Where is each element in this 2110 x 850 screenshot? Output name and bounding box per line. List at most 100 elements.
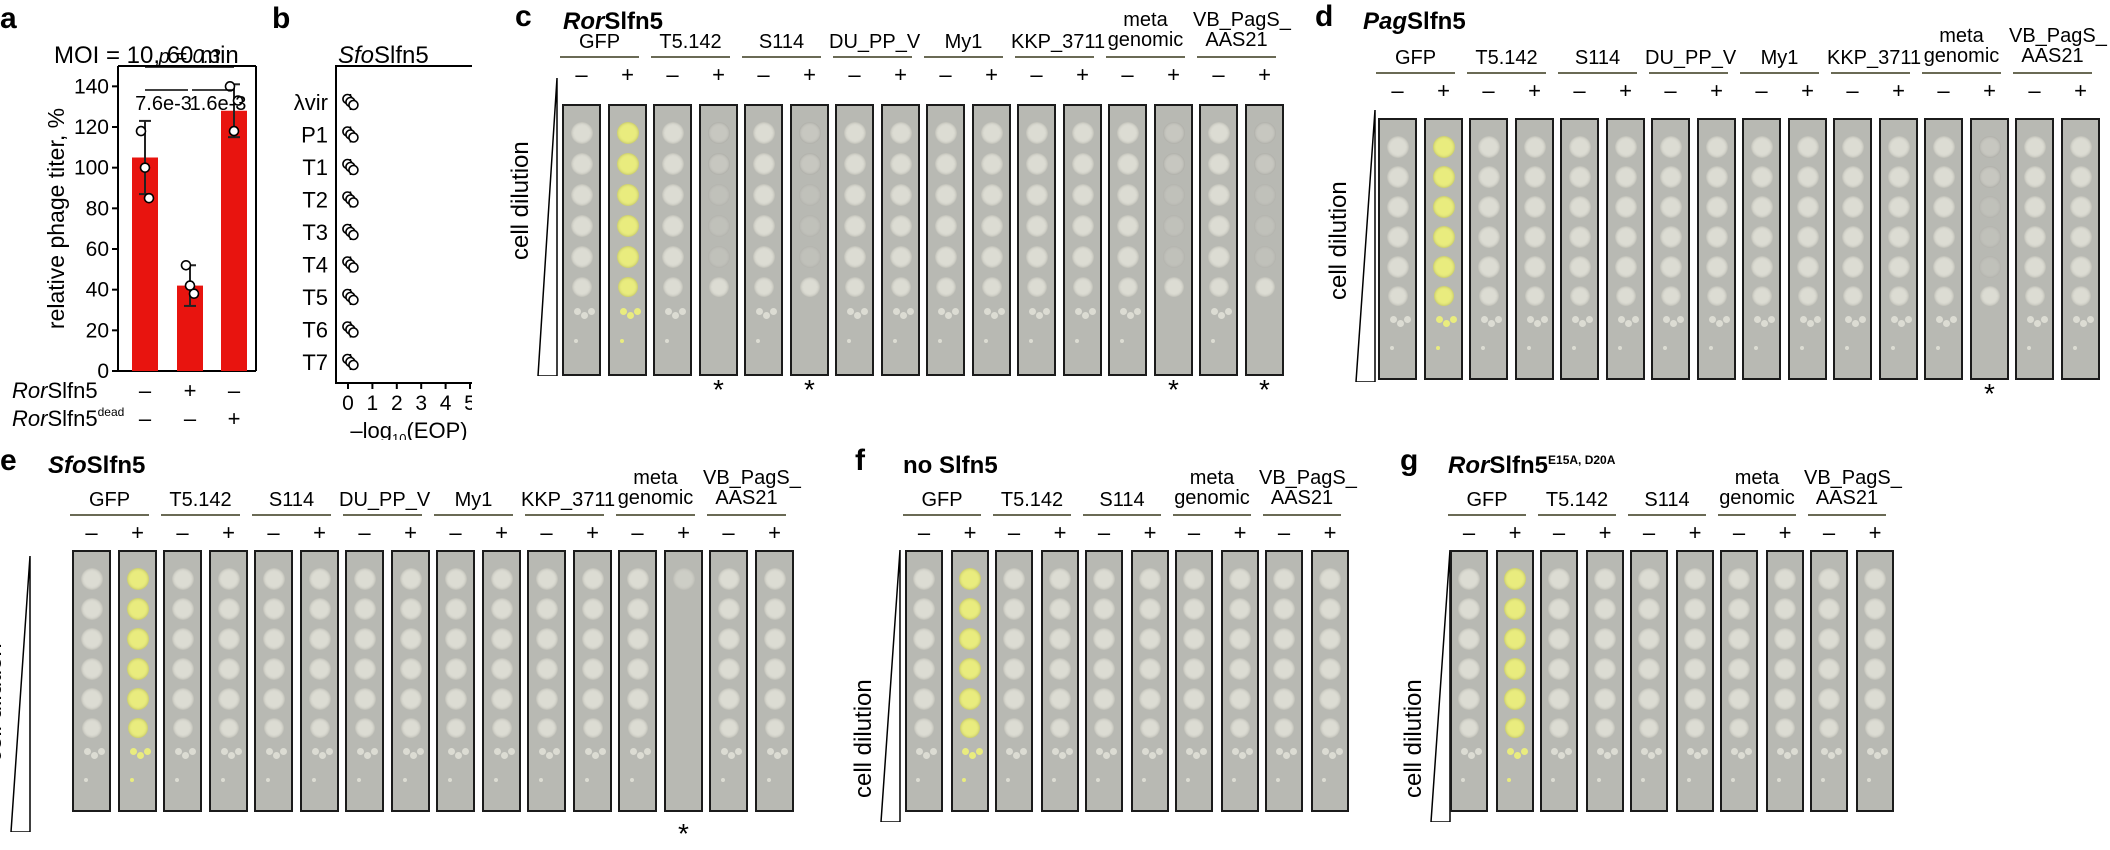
column-header: meta genomic [612, 468, 699, 508]
colony [1066, 748, 1073, 755]
lawn-spot [1888, 286, 1909, 306]
lawn-spot [1093, 628, 1115, 650]
panel-b-label: b [272, 2, 291, 35]
colony [1449, 316, 1457, 323]
lawn-spot [1659, 196, 1682, 218]
lawn-spot [1477, 256, 1500, 278]
column-header: S114 [248, 490, 335, 510]
colony [1389, 346, 1394, 350]
colony [1013, 752, 1020, 759]
colony [629, 748, 637, 755]
panel-b-phage-label: T3 [302, 220, 328, 245]
lawn-spot [1117, 277, 1138, 297]
colony [780, 748, 788, 755]
lawn-spot [1728, 628, 1750, 650]
lawn-spot [171, 658, 194, 680]
lawn-spot [309, 718, 330, 738]
spot-strip [1788, 118, 1827, 380]
lawn-spot [1638, 688, 1660, 710]
column-header-underline [525, 514, 604, 516]
plus-sign: + [894, 62, 907, 87]
lawn-spot [570, 122, 593, 144]
colony [1844, 316, 1852, 323]
colony [643, 748, 651, 755]
lawn-spot [763, 598, 786, 620]
lawn-spot [535, 598, 558, 620]
lawn-spot [913, 688, 935, 710]
lawn-spot [1796, 166, 1819, 188]
colony [1461, 778, 1465, 782]
asterisk: * [678, 818, 689, 849]
colony [1126, 312, 1134, 319]
colony [1006, 778, 1010, 782]
minus-sign: – [1732, 520, 1746, 545]
colony [766, 748, 774, 755]
lawn-spot [717, 598, 740, 620]
wedge-triangle [880, 550, 901, 822]
panel-b-xtick-label: 5 [464, 392, 472, 415]
colony [493, 748, 501, 755]
colony [1578, 320, 1586, 327]
lawn-spot [1796, 256, 1819, 278]
lawn-spot [217, 598, 240, 620]
panel-c-title-rest: Slfn5 [604, 8, 664, 35]
panel-a-row1-sign: – [228, 378, 241, 403]
lawn-spot [1162, 122, 1185, 144]
column-header-underline [1106, 56, 1185, 58]
minus-sign: – [917, 520, 931, 545]
panel-a-ytick-label: 120 [74, 116, 109, 139]
lawn-spot [1728, 688, 1750, 710]
lawn-spot [1660, 286, 1681, 306]
plus-sign: + [131, 520, 144, 545]
lawn-spot [718, 718, 739, 738]
spot-strip [562, 104, 601, 376]
panel-e-label: e [0, 444, 17, 477]
lawn-spot [843, 246, 866, 268]
panel-a-datapoint [224, 81, 236, 92]
column-header-underline [1448, 514, 1526, 516]
colony [1867, 748, 1874, 755]
lawn-spot [798, 122, 821, 144]
colony [1777, 748, 1784, 755]
colony [1435, 316, 1443, 323]
lawn-spot [535, 568, 558, 590]
wedge-triangle [1430, 550, 1451, 822]
lawn-spot [1072, 277, 1093, 297]
colony [1193, 752, 1200, 759]
lawn-spot [1116, 215, 1139, 237]
lawn-spot [661, 215, 684, 237]
lawn-spot [1818, 628, 1840, 650]
colony [1396, 320, 1404, 327]
lawn-spot [1523, 256, 1546, 278]
colony [1217, 312, 1225, 319]
column-header-underline [70, 514, 149, 516]
lawn-spot [1684, 688, 1706, 710]
lawn-spot [1568, 256, 1591, 278]
lawn-spot [1320, 718, 1340, 738]
colony [983, 308, 991, 315]
colony [1514, 752, 1521, 759]
panel-b-datapoint [348, 229, 359, 241]
lawn-spot [752, 122, 775, 144]
lawn-spot [1116, 246, 1139, 268]
column-header-underline [1649, 72, 1728, 74]
spot-strip [1469, 118, 1508, 380]
lawn-spot [1841, 136, 1864, 158]
lawn-spot [626, 598, 649, 620]
spot-strip [995, 550, 1033, 812]
lawn-spot [1273, 628, 1295, 650]
colony [1210, 339, 1215, 343]
lawn-spot [444, 658, 467, 680]
column-header-line: KKP_3711 [1011, 31, 1106, 53]
colony [461, 748, 469, 755]
column-header-line: GFP [578, 31, 621, 53]
colony [1881, 748, 1888, 755]
spot-strip [744, 104, 783, 376]
lawn-spot [1504, 598, 1526, 620]
lawn-spot [798, 153, 821, 175]
lawn-spot [626, 688, 649, 710]
lawn-spot [1386, 136, 1409, 158]
colony [1210, 308, 1218, 315]
colony [1283, 752, 1290, 759]
colony [1232, 778, 1236, 782]
